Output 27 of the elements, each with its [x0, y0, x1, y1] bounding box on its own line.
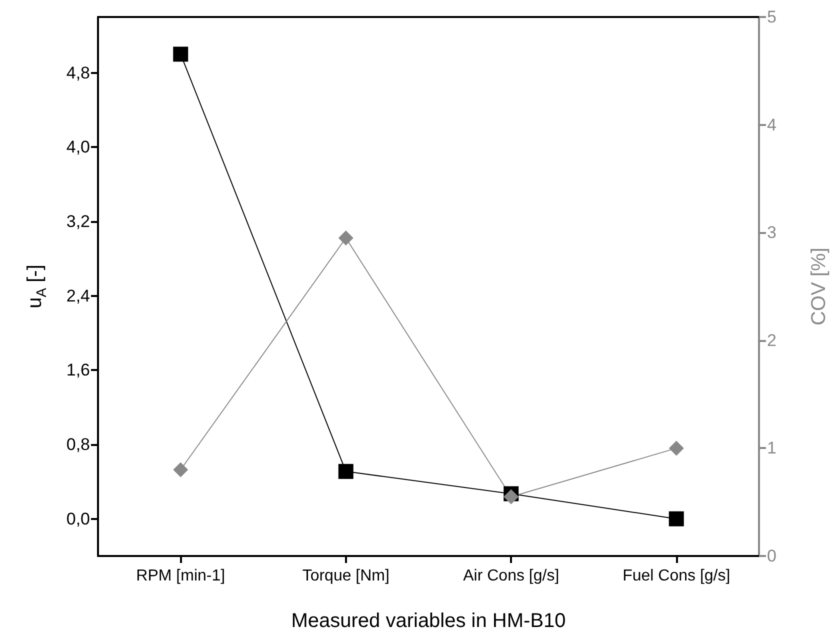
x-axis-title: Measured variables in HM-B10	[291, 610, 566, 632]
y-tick-label: 4,8	[66, 63, 90, 82]
point	[668, 440, 684, 456]
x-tick-label: Fuel Cons [g/s]	[622, 568, 730, 584]
point	[338, 464, 354, 479]
y-tick-label: 4,0	[66, 138, 90, 157]
y-tick-label: 3,2	[66, 212, 90, 231]
point	[338, 230, 354, 246]
y-tick-label: 2,4	[66, 286, 90, 306]
y2-tick-label: 2	[767, 330, 776, 350]
y2-tick-label: 5	[767, 8, 776, 26]
y2-tick-label: 1	[767, 438, 776, 458]
y2-tick-label: 3	[767, 223, 776, 242]
point	[173, 46, 188, 62]
x-tick-label: RPM [min-1]	[136, 568, 226, 584]
y2-tick-label: 4	[767, 115, 776, 134]
y-axis-title: uA [-]	[24, 264, 49, 308]
x-tick-label: Air Cons [g/s]	[463, 568, 560, 584]
point	[504, 489, 519, 504]
point	[668, 511, 684, 526]
y2-axis-title: COV [%]	[808, 248, 830, 326]
y-tick-label: 1,6	[66, 360, 90, 380]
y-tick-label: 0,0	[66, 509, 90, 528]
x-tick-label: Torque [Nm]	[302, 568, 390, 584]
y2-tick-label: 0	[767, 546, 776, 566]
point	[173, 462, 188, 478]
y-tick-label: 0,8	[66, 434, 90, 454]
